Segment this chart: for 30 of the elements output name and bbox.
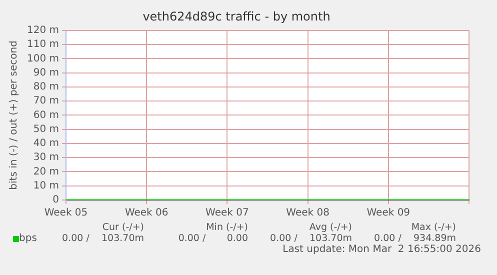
- y-tick-label: 40 m: [33, 138, 59, 150]
- y-tick-label: 90 m: [33, 67, 59, 78]
- y-tick-label: 100 m: [26, 53, 59, 64]
- text: Max (-/+): [410, 222, 456, 233]
- y-tick-label: 70 m: [33, 96, 59, 107]
- y-tick-label: 80 m: [33, 82, 59, 93]
- y-tick-label: 120 m: [26, 24, 59, 36]
- text: 0.00 / 103.70m: [269, 233, 352, 244]
- legend-label: bps: [19, 233, 37, 244]
- x-tick-label: Week 05: [44, 208, 88, 219]
- text: 0.00 / 0.00: [177, 233, 248, 244]
- text: Cur (-/+): [101, 222, 144, 233]
- x-tick-label: Week 07: [206, 208, 249, 219]
- y-tick-label: 110 m: [26, 39, 59, 50]
- text: Avg (-/+): [308, 222, 352, 233]
- y-tick-label: 50 m: [33, 124, 59, 135]
- text: 0.00 / 103.70m: [61, 233, 144, 244]
- text: Last update: Mon Mar 2 16:55:00 2026: [282, 244, 482, 255]
- x-tick-label: Week 09: [366, 208, 410, 219]
- x-tick-label: Week 08: [286, 208, 330, 219]
- text: Min (-/+): [205, 222, 248, 233]
- x-tick-label: Week 06: [124, 208, 168, 219]
- y-axis-title: bits in (-) / out (+) per second: [8, 40, 20, 190]
- text: 0.00 / 934.89m: [373, 233, 456, 244]
- y-tick-label: 60 m: [33, 110, 59, 121]
- y-tick-label: 30 m: [33, 152, 59, 164]
- y-tick-label: 20 m: [33, 166, 59, 178]
- y-tick-label: 10 m: [33, 180, 59, 192]
- y-tick-label: 0: [52, 194, 59, 206]
- chart-title: veth624d89c traffic - by month: [142, 9, 330, 24]
